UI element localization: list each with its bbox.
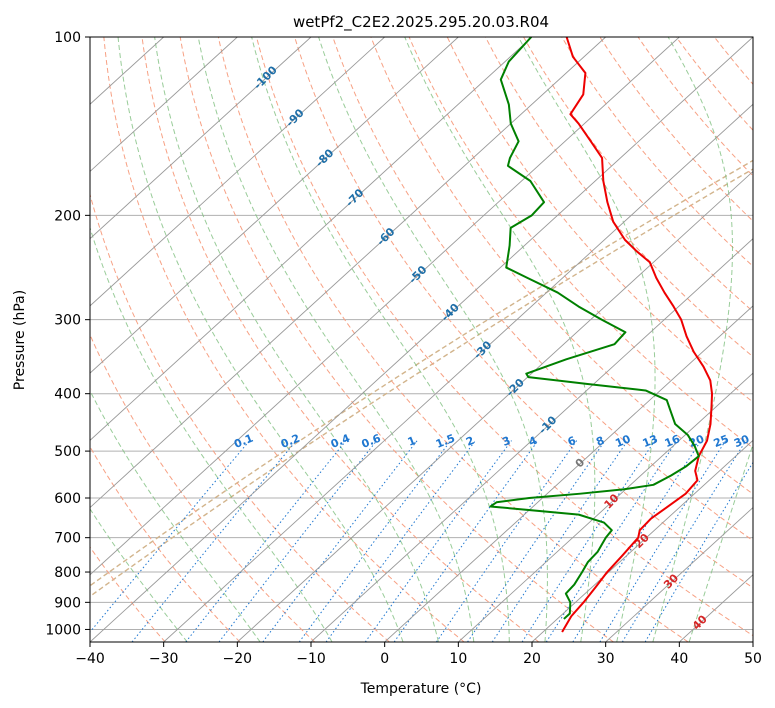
mixing-ratio-line-25	[599, 440, 727, 642]
mixing-ratio-line-13	[521, 440, 656, 642]
isotherm-30	[605, 506, 753, 642]
dry-adiabat-280	[103, 37, 465, 642]
mixing-ratio-label: 25	[712, 432, 731, 450]
moist-adiabat-0	[117, 37, 404, 642]
x-axis-label: Temperature (°C)	[360, 681, 482, 697]
x-axis: −40 −30 −20 −10 0 10 20 30 40 50	[75, 642, 762, 667]
isotherm-10	[458, 372, 753, 642]
mixing-ratio-label: 1	[406, 434, 418, 449]
moist-adiabat-5	[154, 37, 439, 642]
dry-adiabat-310	[217, 37, 689, 642]
mixing-ratio-line-2	[325, 440, 476, 642]
isotherm-gridlines	[90, 37, 753, 642]
isotherm--60	[90, 37, 606, 509]
chart-title: wetPf2_C2E2.2025.295.20.03.R04	[293, 13, 549, 32]
moist-adiabat-10	[197, 37, 475, 642]
isotherm--70	[90, 37, 533, 441]
dry-adiabat-260	[90, 333, 316, 642]
ice-curve-0	[90, 159, 753, 587]
dry-adiabat-350	[370, 37, 753, 495]
x-tick-label: 30	[597, 651, 615, 667]
dry-adiabat-330	[294, 37, 753, 589]
isotherm--50	[90, 37, 680, 576]
y-axis: 100 200 300 400 500 600 700 800 900 1000	[45, 30, 90, 638]
y-tick-label: 200	[54, 208, 81, 224]
isotherm--80	[90, 37, 459, 374]
ice-curve-1	[90, 168, 753, 598]
mixing-ratio-line-0.2	[131, 440, 297, 642]
sounding-series	[489, 37, 714, 633]
x-tick-label: −40	[75, 651, 105, 667]
series-line-temperature	[561, 37, 714, 633]
mixing-ratio-label: 13	[641, 432, 660, 450]
x-tick-label: 0	[380, 651, 389, 667]
isotherm--110	[90, 37, 238, 173]
dry-adiabat-300	[179, 37, 614, 642]
mixing-ratio-label: 30	[732, 432, 751, 450]
mixing-ratio-line-10	[491, 440, 629, 642]
mixing-ratio-line-3	[364, 440, 512, 642]
moist-adiabat-15	[251, 37, 510, 642]
y-tick-label: 400	[54, 387, 81, 403]
x-tick-label: 20	[523, 651, 541, 667]
isotherm--10	[310, 238, 753, 642]
y-tick-label: 600	[54, 491, 81, 507]
y-tick-label: 700	[54, 531, 81, 547]
mixing-ratio-line-8	[467, 440, 606, 642]
moist-adiabat-35	[652, 37, 733, 642]
x-tick-label: 10	[449, 651, 467, 667]
ice-saturation-curves	[90, 159, 753, 598]
moist-adiabat--10	[90, 226, 333, 642]
mixing-ratio-label: 10	[613, 432, 632, 450]
y-tick-label: 800	[54, 565, 81, 581]
isotherm--90	[90, 37, 385, 307]
dry-adiabat-370	[446, 37, 753, 403]
mixing-ratio-line-20	[572, 440, 702, 642]
x-tick-label: −10	[296, 651, 326, 667]
y-tick-label: 900	[54, 595, 81, 611]
mixing-ratio-line-0.6	[218, 440, 378, 642]
dry-adiabat-290	[141, 37, 540, 642]
plot-frame	[89, 36, 754, 643]
isotherm--40	[90, 37, 753, 642]
mixing-ratio-label: 8	[594, 434, 606, 449]
isotherm--100	[90, 37, 312, 240]
x-tick-label: 50	[744, 651, 762, 667]
mixing-ratio-line-0.1	[90, 440, 250, 633]
x-tick-label: −20	[223, 651, 253, 667]
series-line-dewpoint	[489, 37, 700, 620]
isotherm--20	[237, 170, 753, 642]
dry-adiabat-390	[523, 37, 753, 313]
mixing-ratio-label: 16	[663, 432, 682, 450]
moist-adiabat-40	[688, 442, 753, 642]
moist-adiabat-20	[318, 37, 548, 642]
moist-adiabat--20	[90, 389, 261, 642]
mixing-ratio-lines	[90, 440, 753, 642]
x-tick-label: 40	[670, 651, 688, 667]
isotherm-20	[531, 439, 753, 642]
y-tick-label: 300	[54, 313, 81, 329]
mixing-ratio-label: 2	[464, 434, 476, 449]
y-axis-label: Pressure (hPa)	[12, 290, 28, 390]
x-tick-label: −30	[149, 651, 179, 667]
mixing-ratio-line-30	[621, 440, 747, 642]
mixing-ratio-label: 20	[687, 432, 706, 450]
mixing-ratio-line-6	[436, 440, 578, 642]
y-tick-label: 500	[54, 444, 81, 460]
mixing-ratio-label: 3	[500, 434, 512, 449]
moist-adiabats	[90, 37, 753, 642]
mixing-ratio-line-16	[545, 440, 678, 642]
isotherm--30	[163, 103, 753, 642]
plot-area: -100-90-80-70-60-50-40-30-20-10010203040…	[90, 37, 753, 642]
dry-adiabat-250	[90, 445, 241, 642]
isotherm-0	[384, 305, 753, 642]
y-tick-label: 100	[54, 30, 81, 46]
mixing-ratio-line-36	[644, 461, 753, 642]
y-tick-label: 1000	[45, 622, 81, 638]
